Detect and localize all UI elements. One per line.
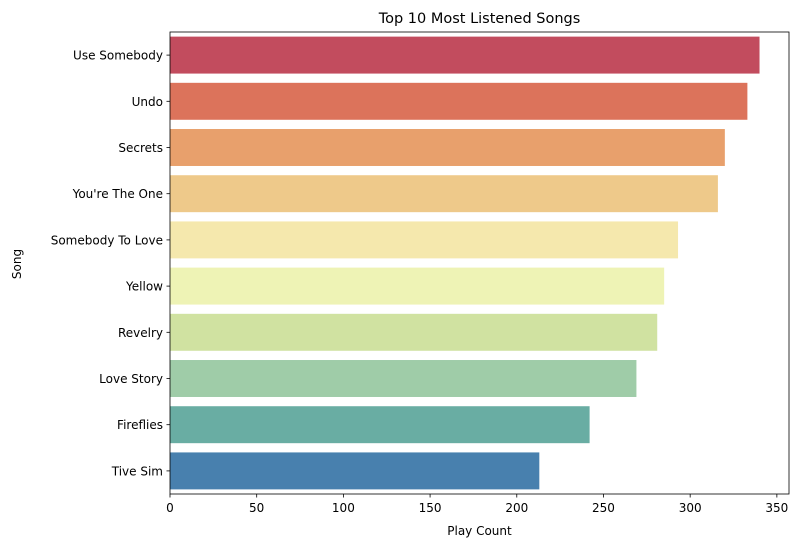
y-tick-label: Secrets — [118, 141, 163, 155]
x-tick-label: 150 — [419, 501, 442, 515]
x-tick-label: 300 — [679, 501, 702, 515]
y-tick-label: Tive Sim — [111, 464, 163, 478]
x-tick-label: 250 — [592, 501, 615, 515]
plot-frame — [169, 31, 790, 495]
y-tick-label: Fireflies — [117, 418, 163, 432]
y-tick-label: Yellow — [125, 280, 163, 294]
x-tick-label: 0 — [166, 501, 174, 515]
y-tick-label: Revelry — [118, 326, 163, 340]
bar-6 — [170, 313, 658, 351]
y-tick-label: Use Somebody — [73, 49, 163, 63]
bar-1 — [170, 82, 748, 120]
bar-9 — [170, 452, 540, 490]
bar-3 — [170, 175, 718, 213]
y-axis-ticks: Use Somebody Undo Secrets You're The One Som… — [51, 49, 170, 478]
bar-5 — [170, 267, 665, 305]
y-tick-label: Undo — [132, 95, 163, 109]
bar-4 — [170, 221, 679, 259]
bar-2 — [170, 129, 725, 166]
bar-8 — [170, 406, 590, 444]
x-tick-label: 50 — [249, 501, 264, 515]
y-tick-label: Love Story — [99, 372, 163, 386]
y-axis-label: Song — [10, 249, 24, 279]
y-tick-label: Somebody To Love — [51, 233, 163, 247]
x-axis-ticks: 0 50 100 150 200 250 300 350 — [166, 494, 788, 515]
chart-title: Top 10 Most Listened Songs — [378, 11, 581, 27]
x-axis-label: Play Count — [447, 524, 512, 538]
x-tick-label: 350 — [765, 501, 788, 515]
x-tick-label: 200 — [505, 501, 528, 515]
bar-7 — [170, 360, 637, 397]
y-tick-label: You're The One — [72, 187, 163, 201]
bar-0 — [170, 36, 760, 74]
bars-group — [170, 36, 760, 490]
x-tick-label: 100 — [332, 501, 355, 515]
